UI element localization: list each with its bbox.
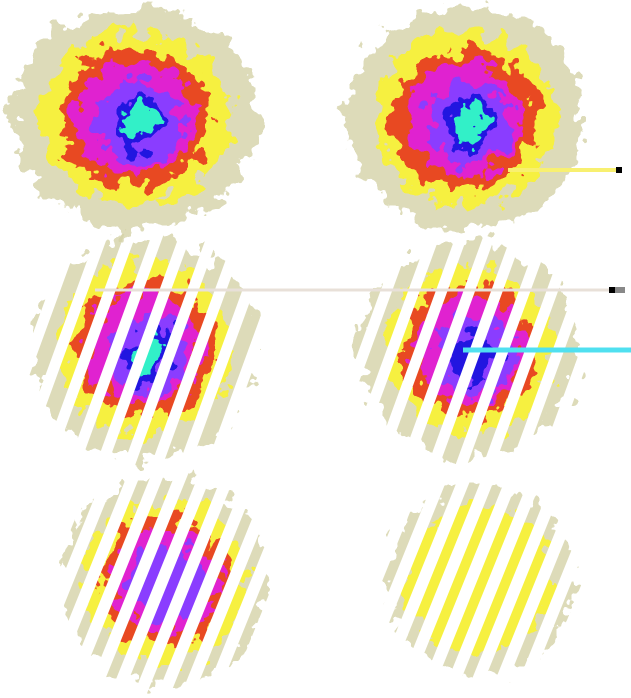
marker-end — [615, 287, 625, 293]
marker-end — [609, 287, 615, 293]
speckle-level — [453, 328, 496, 384]
marker-end — [616, 167, 622, 173]
speckle-level — [135, 335, 164, 373]
speckle-pattern — [60, 475, 270, 685]
speckle-pattern — [347, 6, 583, 230]
speckle-pattern — [360, 242, 580, 458]
speckle-pattern — [33, 236, 257, 460]
speckle-level — [131, 548, 208, 624]
speckle-level — [405, 505, 555, 655]
speckle-level — [124, 105, 155, 143]
speckle-pattern — [13, 6, 257, 230]
markers — [95, 167, 631, 353]
speckle-patterns — [13, 6, 583, 685]
speckle-pattern — [385, 485, 575, 675]
speckle-level — [454, 105, 484, 143]
